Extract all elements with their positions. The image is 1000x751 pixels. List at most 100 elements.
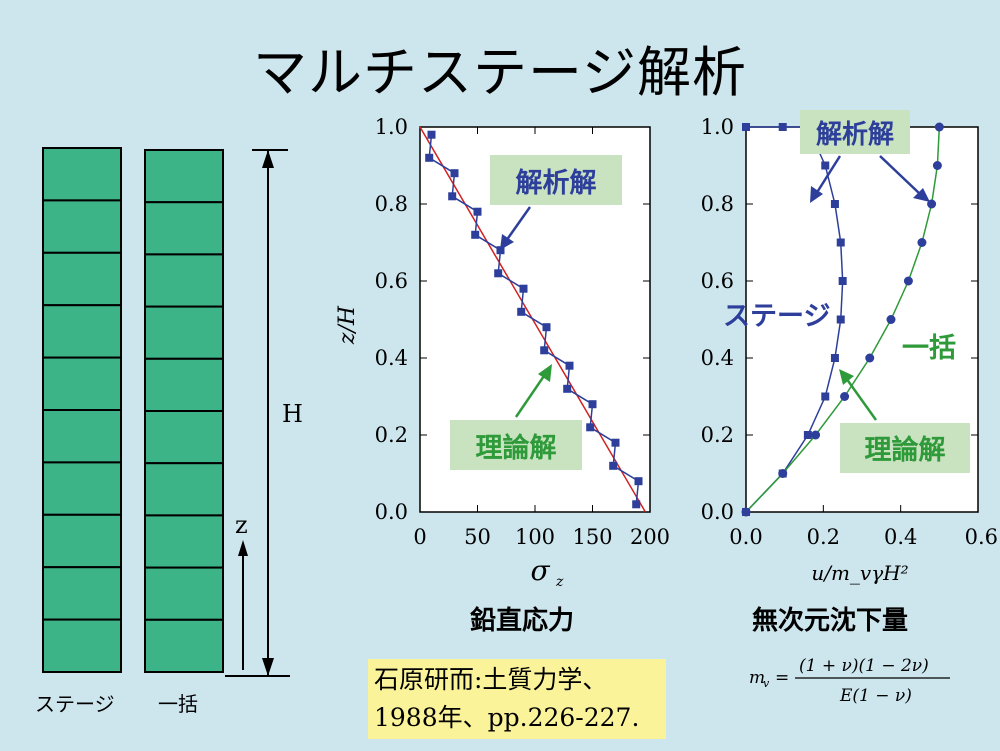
stage-curve-label: ステージ: [723, 301, 830, 332]
theory-note: 理論解: [476, 432, 557, 464]
y-axis-label: z/H: [335, 305, 360, 345]
stage-point: [821, 161, 830, 170]
soil-layer: [42, 409, 122, 464]
analytic-note: 解析解: [516, 168, 597, 199]
analytic-point: [471, 230, 480, 239]
stage-label: ステージ: [35, 692, 115, 716]
soil-layer: [144, 253, 224, 308]
x-tick-label: 0.4: [884, 525, 917, 549]
analytic-note-bg: [490, 155, 622, 205]
theory-arrow-head: [538, 364, 552, 382]
analytic-point: [588, 400, 597, 409]
page-title: マルチステージ解析: [253, 41, 747, 104]
y-tick-label: 0.0: [375, 500, 408, 524]
height-label: H: [282, 400, 303, 428]
y-tick-label: 0.2: [701, 423, 734, 447]
analytic-arrow-left-head: [810, 186, 823, 203]
soil-layer: [42, 566, 122, 621]
analytic-note-bg: [800, 110, 910, 154]
soil-layer: [42, 199, 122, 254]
x-tick-label: 0.6: [965, 525, 998, 549]
x-tick-label: 0: [413, 525, 426, 549]
bulk-label: 一括: [158, 692, 198, 716]
stage-point: [836, 315, 845, 324]
theory-note-bg: [450, 420, 582, 470]
x-axis-label: u/m_vγH²: [811, 561, 908, 585]
analytic-arrow-right-head: [913, 188, 930, 202]
stress-chart: 0 50 100 150 200 0.0 0.2 0.4 0.6 0.8 1.0 σ z z/H 解析解理論…: [335, 115, 670, 590]
y-tick-label: 0.2: [375, 423, 408, 447]
soil-layer: [144, 201, 224, 256]
stage-point: [830, 354, 839, 362]
reference-line-2: 1988年、pp.226-227.: [374, 703, 640, 732]
soil-layer: [42, 304, 122, 359]
reference-note: 石原研而:土質力学、 1988年、pp.226-227.: [368, 659, 666, 739]
analytic-point: [450, 169, 459, 178]
bulk-point: [811, 430, 821, 440]
y-tick-label: 1.0: [701, 115, 734, 139]
z-label: z: [235, 511, 248, 539]
analytic-point: [494, 269, 503, 278]
y-tick-label: 0.6: [701, 269, 734, 293]
x-axis-label: σ: [530, 554, 550, 587]
theory-arrow-head: [839, 369, 854, 385]
stage-point: [778, 123, 787, 131]
layer-diagram: H z: [42, 147, 303, 677]
settlement-caption: 無次元沈下量: [752, 606, 909, 636]
y-tick-label: 0.6: [375, 269, 408, 293]
analytic-point: [473, 207, 482, 216]
stage-point: [803, 431, 812, 439]
stage-point: [821, 392, 830, 401]
y-tick-label: 0.4: [375, 346, 408, 370]
soil-layer: [42, 356, 122, 412]
bulk-point: [903, 276, 913, 286]
soil-layer: [42, 513, 122, 569]
svg-text:v: v: [763, 677, 770, 690]
stage-point: [830, 200, 839, 208]
analytic-point: [427, 130, 436, 139]
y-tick-label: 0.0: [701, 500, 734, 524]
soil-layer: [42, 618, 122, 673]
soil-layer: [42, 147, 122, 202]
theory-arrow: [514, 372, 548, 418]
soil-layer: [42, 461, 122, 516]
svg-text:E(1 − ν): E(1 − ν): [839, 686, 912, 706]
analytic-point: [448, 192, 457, 201]
svg-text:m: m: [749, 668, 765, 688]
analytic-note: 解析解: [816, 120, 894, 150]
soil-layer: [144, 410, 224, 465]
svg-text:(1 + ν)(1 − 2ν): (1 + ν)(1 − 2ν): [799, 656, 929, 676]
analytic-point: [609, 461, 618, 470]
analytic-point: [586, 423, 595, 432]
stage-point: [838, 277, 847, 285]
bulk-point: [932, 161, 942, 170]
analytic-point: [563, 384, 572, 393]
soil-layer: [42, 251, 122, 307]
bulk-column: [144, 149, 224, 673]
bulk-point: [778, 469, 788, 478]
settlement-chart: 0.0 0.2 0.4 0.6 0.0 0.2 0.4 0.6 0.8 1.0 u/m_vγH² 解析…: [701, 110, 998, 585]
soil-layer: [144, 149, 224, 204]
soil-layer: [144, 462, 224, 517]
x-tick-label: 50: [464, 525, 491, 549]
height-arrow: [225, 149, 290, 677]
analytic-arrow-right: [879, 155, 921, 195]
bulk-point: [741, 507, 751, 517]
soil-layer: [144, 618, 224, 673]
x-tick-label: 100: [515, 525, 555, 549]
x-tick-label: 150: [572, 525, 612, 549]
analytic-point: [632, 500, 641, 509]
y-tick-label: 1.0: [375, 115, 408, 139]
svg-text:=: =: [775, 668, 789, 688]
x-tick-label: 0.2: [807, 525, 840, 549]
analytic-point: [519, 284, 528, 293]
analytic-point: [517, 307, 526, 316]
x-tick-label: 0.0: [729, 525, 762, 549]
soil-layer: [144, 357, 224, 412]
bulk-point: [886, 315, 896, 324]
bulk-point: [840, 392, 850, 401]
bulk-point: [934, 122, 944, 132]
soil-layer: [144, 514, 224, 569]
analytic-point: [540, 346, 549, 355]
reference-line-1: 石原研而:土質力学、: [374, 665, 608, 694]
